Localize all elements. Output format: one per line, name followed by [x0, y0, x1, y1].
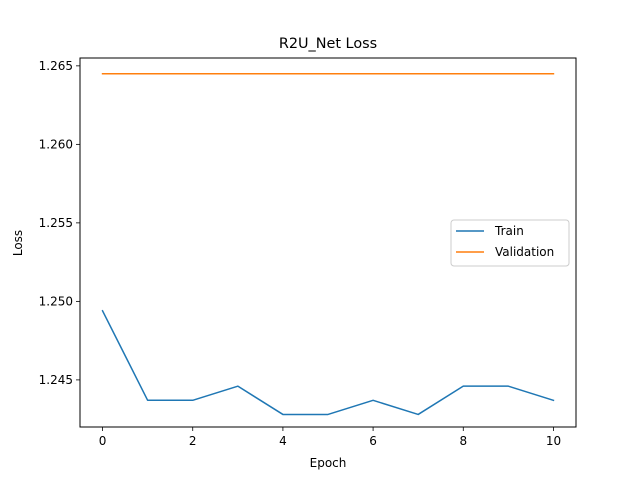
x-tick-label: 10 [546, 434, 561, 448]
series-line-train [101, 309, 555, 416]
x-tick-label: 6 [369, 434, 377, 448]
x-tick-label: 8 [459, 434, 467, 448]
chart-title: R2U_Net Loss [279, 36, 377, 52]
y-tick-label: 1.255 [39, 216, 73, 230]
x-axis-ticks: 0 2 4 6 8 10 [99, 427, 561, 448]
x-tick-label: 0 [99, 434, 107, 448]
x-axis-label: Epoch [310, 456, 347, 470]
y-tick-label: 1.265 [39, 59, 73, 73]
y-axis-ticks: 1.245 1.250 1.255 1.260 1.265 [39, 59, 80, 387]
legend: Train Validation [450, 219, 570, 267]
y-tick-label: 1.245 [39, 373, 73, 387]
x-tick-label: 2 [189, 434, 197, 448]
series-layer [101, 72, 555, 416]
plot-frame [79, 57, 577, 428]
legend-label-validation: Validation [495, 245, 554, 259]
x-tick-label: 4 [279, 434, 287, 448]
legend-label-train: Train [494, 224, 524, 238]
y-tick-label: 1.260 [39, 137, 73, 151]
y-tick-label: 1.250 [39, 294, 73, 308]
y-axis-label: Loss [11, 230, 25, 256]
